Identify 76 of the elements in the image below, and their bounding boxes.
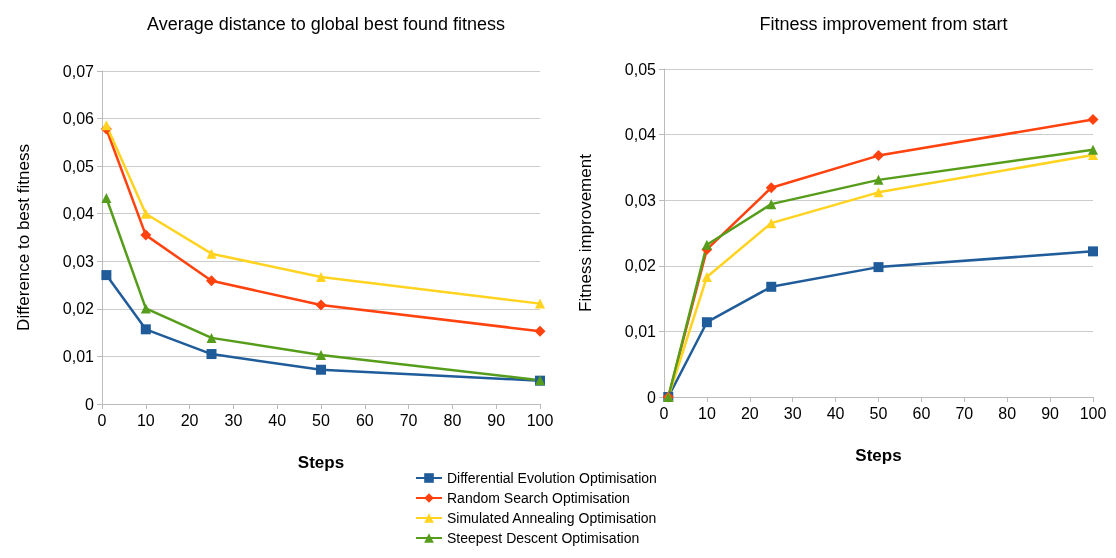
y-tick-label: 0,01: [624, 322, 657, 340]
x-tick-label: 0: [659, 404, 669, 422]
point: [140, 303, 151, 314]
point: [873, 262, 884, 273]
y-axis-title: Fitness improvement: [576, 153, 595, 312]
legend-label: Steepest Descent Optimisation: [447, 530, 640, 546]
point: [1088, 246, 1098, 257]
y-tick-label: 0,05: [62, 157, 95, 175]
point: [101, 193, 112, 204]
x-tick-label: 50: [869, 404, 888, 422]
point: [535, 298, 545, 309]
point: [101, 270, 112, 281]
y-tick-label: 0,03: [624, 191, 657, 209]
x-tick-label: 40: [826, 404, 845, 422]
point: [766, 281, 777, 292]
x-tick-label: 80: [443, 411, 462, 429]
x-tick-label: 10: [698, 404, 716, 422]
y-tick-label: 0,02: [624, 257, 657, 275]
legend-label: Differential Evolution Optimisation: [447, 470, 657, 486]
x-tick-label: 70: [399, 411, 418, 429]
point: [206, 275, 217, 287]
point: [316, 271, 326, 282]
point: [534, 325, 546, 337]
point: [316, 364, 326, 375]
chart-title: Fitness improvement from start: [759, 14, 1008, 34]
y-tick-label: 0,06: [62, 110, 95, 128]
x-tick-label: 70: [955, 404, 974, 422]
point: [766, 218, 777, 229]
y-axis-title: Difference to best fitness: [14, 144, 33, 331]
point: [701, 317, 712, 328]
y-tick-label: 0,02: [62, 300, 95, 318]
x-tick-label: 10: [136, 411, 155, 429]
point: [206, 248, 217, 259]
x-tick-label: 100: [1079, 404, 1107, 422]
x-tick-label: 60: [912, 404, 931, 422]
x-tick-label: 0: [97, 411, 107, 429]
point: [140, 208, 151, 219]
x-tick-label: 40: [268, 411, 287, 429]
x-tick-label: 60: [355, 411, 374, 429]
point: [206, 332, 217, 343]
chart-title: Average distance to global best found fitness: [147, 14, 505, 34]
x-tick-label: 80: [998, 404, 1017, 422]
point: [873, 187, 884, 198]
x-tick-label: 100: [526, 411, 554, 429]
point: [315, 299, 327, 311]
x-tick-label: 90: [1041, 404, 1060, 422]
point: [701, 271, 712, 282]
x-tick-label: 50: [312, 411, 330, 429]
x-tick-label: 90: [487, 411, 506, 429]
point: [766, 199, 777, 210]
y-tick-label: 0: [647, 388, 657, 406]
x-axis-title: Steps: [855, 446, 902, 465]
x-tick-label: 30: [224, 411, 243, 429]
point: [873, 150, 884, 162]
x-axis-title: Steps: [297, 453, 345, 472]
x-tick-label: 30: [783, 404, 802, 422]
point: [873, 174, 884, 185]
y-tick-label: 0,03: [62, 252, 95, 270]
point: [316, 350, 326, 360]
point: [701, 239, 712, 250]
legend-label: Random Search Optimisation: [447, 490, 630, 506]
y-tick-label: 0,04: [62, 205, 95, 223]
point: [206, 349, 217, 360]
legend-label: Simulated Annealing Optimisation: [447, 510, 657, 526]
x-tick-label: 20: [180, 411, 199, 429]
y-tick-label: 0,05: [624, 60, 657, 78]
y-tick-label: 0,04: [624, 126, 657, 144]
point: [1087, 114, 1099, 126]
y-tick-label: 0,01: [62, 347, 95, 365]
point: [101, 120, 112, 131]
point: [765, 182, 777, 194]
x-tick-label: 20: [740, 404, 759, 422]
y-tick-label: 0,07: [62, 62, 95, 80]
point: [140, 229, 152, 241]
point: [140, 324, 151, 335]
point: [1088, 144, 1098, 155]
